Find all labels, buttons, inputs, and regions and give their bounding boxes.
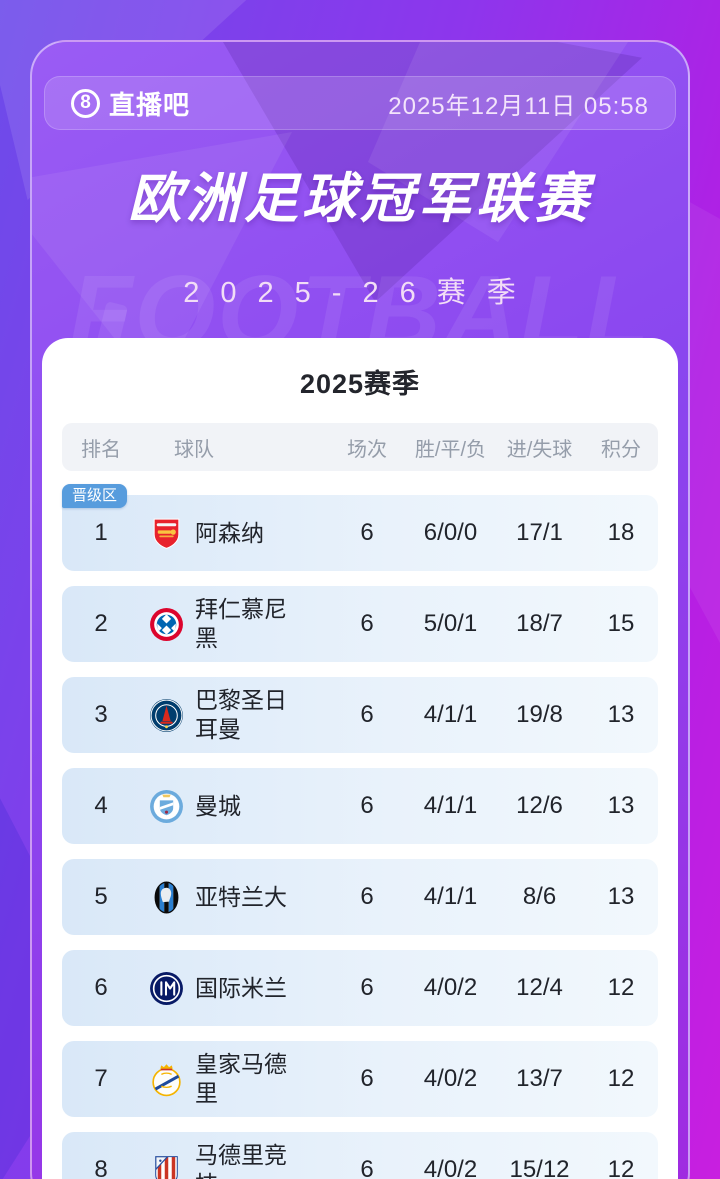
points: 13 bbox=[607, 883, 635, 910]
goals-for-against: 12/6 bbox=[516, 792, 563, 819]
win-draw-loss: 4/0/2 bbox=[423, 974, 478, 1001]
points: 12 bbox=[607, 1065, 635, 1092]
atletico-madrid-crest-icon bbox=[148, 1152, 185, 1179]
team-name: 阿森纳 bbox=[195, 519, 264, 546]
table-row: 3 巴黎圣日耳曼 6 4/1/1 19/8 13 bbox=[62, 677, 658, 753]
points: 12 bbox=[607, 974, 635, 1001]
win-draw-loss: 4/1/1 bbox=[423, 792, 478, 819]
table-row: 6 国际米兰 6 4/0/2 12/4 12 bbox=[62, 950, 658, 1026]
win-draw-loss: 4/1/1 bbox=[423, 701, 478, 728]
column-header-points: 积分 bbox=[601, 438, 641, 461]
team-rank: 4 bbox=[94, 792, 108, 819]
matches-played: 6 bbox=[360, 883, 374, 910]
team-name: 曼城 bbox=[195, 792, 241, 819]
content-panel: FOOTBALL 8 直播吧 2025年12月11日 05:58 欧洲足球冠军联… bbox=[30, 40, 690, 1179]
win-draw-loss: 5/0/1 bbox=[423, 610, 478, 637]
team-name: 亚特兰大 bbox=[195, 883, 287, 910]
points: 15 bbox=[607, 610, 635, 637]
win-draw-loss: 4/0/2 bbox=[423, 1065, 478, 1092]
zhibo8-logo-icon: 8 bbox=[71, 88, 100, 118]
win-draw-loss: 4/0/2 bbox=[423, 1156, 478, 1179]
team-rank: 2 bbox=[94, 610, 108, 637]
team-name: 马德里竞技 bbox=[195, 1142, 287, 1179]
psg-crest-icon bbox=[148, 697, 185, 734]
goals-for-against: 15/12 bbox=[509, 1156, 570, 1179]
points: 18 bbox=[607, 519, 635, 546]
arsenal-crest-icon bbox=[148, 515, 185, 552]
app-name: 直播吧 bbox=[109, 89, 191, 120]
app-logo: 8 直播吧 bbox=[71, 85, 190, 122]
column-header-wdl: 胜/平/负 bbox=[414, 438, 487, 461]
team-rank: 1 bbox=[94, 519, 108, 546]
goals-for-against: 17/1 bbox=[516, 519, 563, 546]
table-row: 2 拜仁慕尼黑 6 5/0/1 18/7 15 bbox=[62, 586, 658, 662]
goals-for-against: 13/7 bbox=[516, 1065, 563, 1092]
real-madrid-crest-icon bbox=[148, 1061, 185, 1098]
points: 13 bbox=[607, 792, 635, 819]
card-title: 2025赛季 bbox=[299, 369, 421, 399]
team-name: 国际米兰 bbox=[195, 974, 287, 1001]
matches-played: 6 bbox=[360, 1065, 374, 1092]
datetime-label: 2025年12月11日 05:58 bbox=[388, 92, 649, 120]
table-row: 5 亚特兰大 6 4/1/1 8/6 13 bbox=[62, 859, 658, 935]
column-header-played: 场次 bbox=[347, 438, 387, 461]
table-row: 7 皇家马德里 6 4/0/2 13/7 12 bbox=[62, 1041, 658, 1117]
team-rank: 3 bbox=[94, 701, 108, 728]
goals-for-against: 8/6 bbox=[522, 883, 557, 910]
matches-played: 6 bbox=[360, 792, 374, 819]
page-title: 欧洲足球冠军联赛 bbox=[128, 169, 592, 229]
team-rank: 8 bbox=[94, 1156, 108, 1179]
season-subtitle: 2025-26赛季 bbox=[183, 277, 537, 309]
matches-played: 6 bbox=[360, 519, 374, 546]
column-header-team: 球队 bbox=[174, 438, 214, 461]
matches-played: 6 bbox=[360, 1156, 374, 1179]
goals-for-against: 12/4 bbox=[516, 974, 563, 1001]
team-name: 巴黎圣日耳曼 bbox=[195, 687, 287, 742]
column-header-rank: 排名 bbox=[81, 438, 121, 461]
team-name: 拜仁慕尼黑 bbox=[195, 596, 287, 651]
team-rank: 6 bbox=[94, 974, 108, 1001]
man-city-crest-icon bbox=[148, 788, 185, 825]
atalanta-crest-icon bbox=[148, 879, 185, 916]
matches-played: 6 bbox=[360, 610, 374, 637]
goals-for-against: 18/7 bbox=[516, 610, 563, 637]
promotion-zone-badge: 晋级区 bbox=[62, 484, 128, 508]
table-row: 晋级区 1 阿森纳 6 6/0/0 17/1 18 bbox=[62, 484, 658, 571]
goals-for-against: 19/8 bbox=[516, 701, 563, 728]
column-header-goals: 进/失球 bbox=[506, 438, 573, 461]
matches-played: 6 bbox=[360, 974, 374, 1001]
matches-played: 6 bbox=[360, 701, 374, 728]
team-rank: 7 bbox=[94, 1065, 108, 1092]
team-name: 皇家马德里 bbox=[195, 1051, 287, 1106]
app-header-bar: 8 直播吧 2025年12月11日 05:58 bbox=[44, 76, 676, 130]
win-draw-loss: 4/1/1 bbox=[423, 883, 478, 910]
team-rank: 5 bbox=[94, 883, 108, 910]
bayern-munich-crest-icon bbox=[148, 606, 185, 643]
points: 13 bbox=[607, 701, 635, 728]
table-header-row: 排名 球队 场次 胜/平/负 进/失球 积分 bbox=[62, 423, 658, 471]
standings-card: 2025赛季 排名 球队 场次 胜/平/负 进/失球 积分 晋级区 1 阿森纳 … bbox=[42, 338, 678, 1179]
table-row: 8 马德里竞技 6 4/0/2 15/12 12 bbox=[62, 1132, 658, 1179]
inter-milan-crest-icon bbox=[148, 970, 185, 1007]
win-draw-loss: 6/0/0 bbox=[423, 519, 478, 546]
points: 12 bbox=[607, 1156, 635, 1179]
table-row: 4 曼城 6 4/1/1 12/6 13 bbox=[62, 768, 658, 844]
